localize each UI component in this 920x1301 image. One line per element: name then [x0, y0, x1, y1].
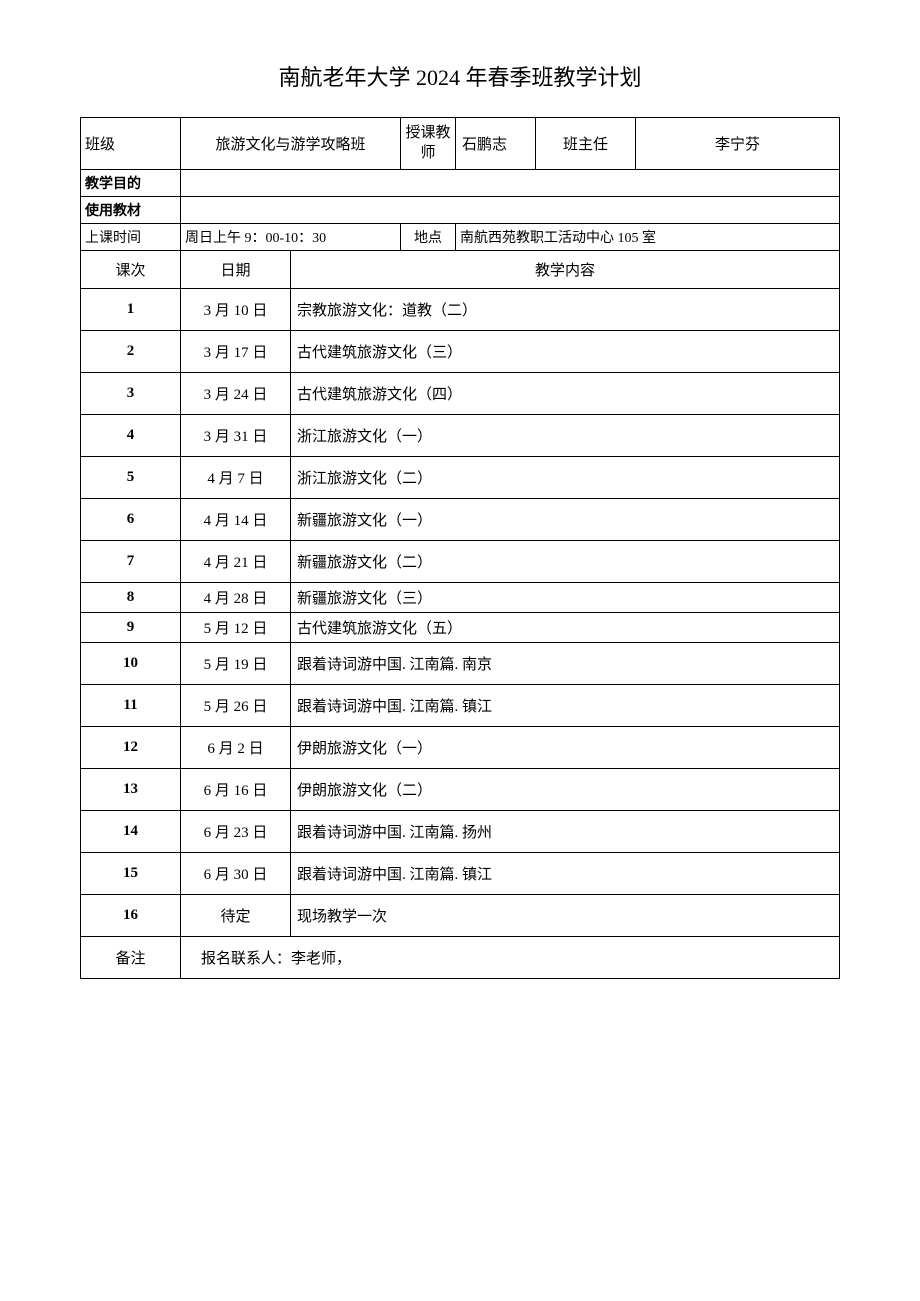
time-value: 周日上午 9：00-10：30	[181, 224, 401, 251]
session-date: 6 月 30 日	[181, 853, 291, 895]
session-row: 23 月 17 日古代建筑旅游文化（三）	[81, 331, 840, 373]
session-content: 跟着诗词游中国. 江南篇. 镇江	[291, 853, 840, 895]
time-label: 上课时间	[81, 224, 181, 251]
session-date: 5 月 26 日	[181, 685, 291, 727]
session-number: 13	[81, 769, 181, 811]
session-number: 5	[81, 457, 181, 499]
date-header: 日期	[181, 251, 291, 289]
session-content: 伊朗旅游文化（一）	[291, 727, 840, 769]
session-content: 现场教学一次	[291, 895, 840, 937]
head-teacher-value: 李宁芬	[636, 118, 840, 170]
teaching-plan-table: 班级 旅游文化与游学攻略班 授课教师 石鹏志 班主任 李宁芬 教学目的 使用教材…	[80, 117, 840, 979]
session-number: 2	[81, 331, 181, 373]
time-location-row: 上课时间 周日上午 9：00-10：30 地点 南航西苑教职工活动中心 105 …	[81, 224, 840, 251]
session-number: 3	[81, 373, 181, 415]
session-date: 4 月 21 日	[181, 541, 291, 583]
session-number: 8	[81, 583, 181, 613]
session-content: 古代建筑旅游文化（四）	[291, 373, 840, 415]
session-content: 伊朗旅游文化（二）	[291, 769, 840, 811]
objective-value	[181, 170, 840, 197]
session-row: 115 月 26 日跟着诗词游中国. 江南篇. 镇江	[81, 685, 840, 727]
session-number: 4	[81, 415, 181, 457]
session-row: 126 月 2 日伊朗旅游文化（一）	[81, 727, 840, 769]
session-number: 14	[81, 811, 181, 853]
session-header: 课次	[81, 251, 181, 289]
class-info-row: 班级 旅游文化与游学攻略班 授课教师 石鹏志 班主任 李宁芬	[81, 118, 840, 170]
session-content: 古代建筑旅游文化（三）	[291, 331, 840, 373]
session-date: 5 月 12 日	[181, 613, 291, 643]
session-row: 64 月 14 日新疆旅游文化（一）	[81, 499, 840, 541]
session-row: 43 月 31 日浙江旅游文化（一）	[81, 415, 840, 457]
session-number: 9	[81, 613, 181, 643]
teacher-label: 授课教师	[401, 118, 456, 170]
session-date: 4 月 7 日	[181, 457, 291, 499]
session-number: 7	[81, 541, 181, 583]
session-date: 4 月 28 日	[181, 583, 291, 613]
material-value	[181, 197, 840, 224]
location-label: 地点	[401, 224, 456, 251]
session-content: 新疆旅游文化（三）	[291, 583, 840, 613]
session-number: 1	[81, 289, 181, 331]
session-number: 11	[81, 685, 181, 727]
content-header: 教学内容	[291, 251, 840, 289]
session-date: 待定	[181, 895, 291, 937]
session-date: 6 月 2 日	[181, 727, 291, 769]
session-row: 156 月 30 日跟着诗词游中国. 江南篇. 镇江	[81, 853, 840, 895]
objective-label: 教学目的	[81, 170, 181, 197]
session-number: 6	[81, 499, 181, 541]
material-label: 使用教材	[81, 197, 181, 224]
session-row: 13 月 10 日宗教旅游文化：道教（二）	[81, 289, 840, 331]
session-row: 146 月 23 日跟着诗词游中国. 江南篇. 扬州	[81, 811, 840, 853]
schedule-header-row: 课次 日期 教学内容	[81, 251, 840, 289]
session-date: 6 月 16 日	[181, 769, 291, 811]
session-row: 105 月 19 日跟着诗词游中国. 江南篇. 南京	[81, 643, 840, 685]
session-date: 4 月 14 日	[181, 499, 291, 541]
session-row: 74 月 21 日新疆旅游文化（二）	[81, 541, 840, 583]
session-row: 136 月 16 日伊朗旅游文化（二）	[81, 769, 840, 811]
remarks-label: 备注	[81, 937, 181, 979]
remarks-contact: 报名联系人：李老师，	[181, 937, 840, 979]
material-row: 使用教材	[81, 197, 840, 224]
teacher-value: 石鹏志	[456, 118, 536, 170]
session-date: 3 月 24 日	[181, 373, 291, 415]
head-teacher-label: 班主任	[536, 118, 636, 170]
class-label: 班级	[81, 118, 181, 170]
session-number: 10	[81, 643, 181, 685]
session-number: 12	[81, 727, 181, 769]
session-content: 跟着诗词游中国. 江南篇. 扬州	[291, 811, 840, 853]
session-content: 古代建筑旅游文化（五）	[291, 613, 840, 643]
session-number: 16	[81, 895, 181, 937]
session-content: 跟着诗词游中国. 江南篇. 镇江	[291, 685, 840, 727]
location-value: 南航西苑教职工活动中心 105 室	[456, 224, 840, 251]
objective-row: 教学目的	[81, 170, 840, 197]
session-date: 3 月 10 日	[181, 289, 291, 331]
session-content: 宗教旅游文化：道教（二）	[291, 289, 840, 331]
session-date: 5 月 19 日	[181, 643, 291, 685]
session-date: 6 月 23 日	[181, 811, 291, 853]
session-content: 浙江旅游文化（二）	[291, 457, 840, 499]
session-content: 新疆旅游文化（一）	[291, 499, 840, 541]
session-content: 浙江旅游文化（一）	[291, 415, 840, 457]
session-content: 跟着诗词游中国. 江南篇. 南京	[291, 643, 840, 685]
class-value: 旅游文化与游学攻略班	[181, 118, 401, 170]
page-title: 南航老年大学 2024 年春季班教学计划	[80, 60, 840, 92]
session-content: 新疆旅游文化（二）	[291, 541, 840, 583]
session-row: 33 月 24 日古代建筑旅游文化（四）	[81, 373, 840, 415]
remarks-row: 备注 报名联系人：李老师，	[81, 937, 840, 979]
session-date: 3 月 31 日	[181, 415, 291, 457]
session-number: 15	[81, 853, 181, 895]
session-row: 95 月 12 日古代建筑旅游文化（五）	[81, 613, 840, 643]
session-row: 54 月 7 日浙江旅游文化（二）	[81, 457, 840, 499]
session-row: 84 月 28 日新疆旅游文化（三）	[81, 583, 840, 613]
session-date: 3 月 17 日	[181, 331, 291, 373]
session-row: 16待定现场教学一次	[81, 895, 840, 937]
